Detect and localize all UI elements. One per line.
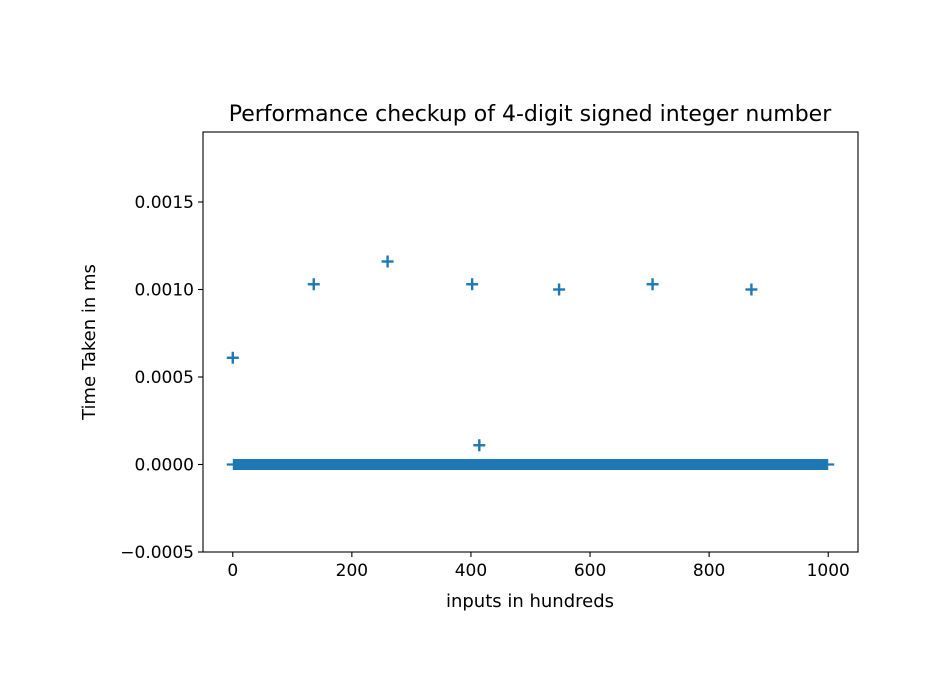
y-tick-label: 0.0010 [135, 281, 194, 301]
y-tick-label: 0.0005 [135, 368, 194, 388]
x-tick-label: 600 [574, 561, 606, 581]
data-marks [226, 255, 835, 470]
y-tick-label: 0.0000 [135, 456, 194, 476]
data-point [473, 439, 486, 452]
data-point [745, 283, 758, 296]
baseline-marker-band [232, 459, 829, 470]
axes: 0 200 400 600 800 1000 −0.0005 0.0000 0.0005 0.00… [120, 193, 850, 581]
plot-area [203, 132, 858, 552]
plot-frame [202, 131, 859, 553]
y-tick-label: 0.0015 [135, 193, 194, 213]
x-tick-label: 1000 [807, 561, 850, 581]
data-point [466, 278, 479, 291]
y-tick-label: −0.0005 [120, 543, 194, 563]
x-tick-label: 800 [693, 561, 725, 581]
x-tick-label: 0 [227, 561, 238, 581]
data-point [307, 278, 320, 291]
y-axis-label: Time Taken in ms [79, 264, 100, 421]
chart-title: Performance checkup of 4-digit signed in… [229, 102, 832, 127]
data-point [381, 255, 394, 268]
data-point [226, 351, 239, 364]
x-tick-label: 400 [455, 561, 487, 581]
x-axis-label: inputs in hundreds [446, 591, 614, 612]
data-point [553, 283, 566, 296]
x-tick-label: 200 [336, 561, 368, 581]
data-point [646, 278, 659, 291]
